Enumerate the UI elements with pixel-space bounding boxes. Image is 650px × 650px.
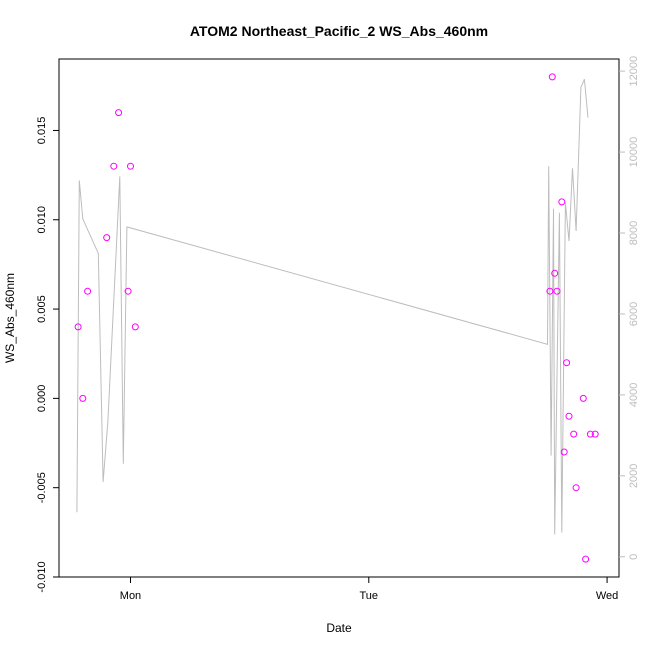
data-point [74,323,82,331]
line-series-layer [76,79,589,535]
data-point [546,287,554,295]
y-tick-label: -0.005 [36,472,48,503]
data-point [79,394,87,402]
data-point [560,448,568,456]
data-point [565,412,573,420]
chart-title: ATOM2 Northeast_Pacific_2 WS_Abs_460nm [190,23,488,39]
y2-tick-label: 10000 [628,137,640,168]
y2-tick-label: 2000 [628,464,640,488]
y-tick-label: -0.010 [36,561,48,592]
x-axis: Mon Tue Wed [120,577,618,602]
data-point [586,430,594,438]
x-tick-label: Tue [360,590,379,602]
y2-tick-label: 4000 [628,383,640,407]
data-point [563,359,571,367]
data-point [582,555,590,563]
data-point [124,287,132,295]
y-axis-label: WS_Abs_460nm [3,273,17,363]
data-point [558,198,566,206]
data-point [572,484,580,492]
data-point [591,430,599,438]
data-point [570,430,578,438]
data-point [579,394,587,402]
y2-tick-label: 0 [628,554,640,560]
y-tick-label: 0.015 [36,117,48,145]
y-tick-label: 0.010 [36,206,48,234]
y-axis: -0.010 -0.005 0.000 0.005 0.010 0.015 [36,117,59,593]
point-series-layer [74,73,599,563]
x-axis-label: Date [326,621,352,635]
plot-frame [58,58,620,578]
data-point [131,323,139,331]
y-tick-label: 0.000 [36,385,48,413]
series-line [76,79,589,535]
y2-tick-label: 8000 [628,221,640,245]
y2-tick-label: 12000 [628,56,640,87]
data-point [110,162,118,170]
x-tick-label: Mon [120,590,141,602]
data-point [551,269,559,277]
data-point [84,287,92,295]
y2-axis: 0 2000 4000 6000 8000 10000 12000 [619,56,640,560]
x-tick-label: Wed [596,590,618,602]
data-point [103,234,111,242]
data-point [127,162,134,170]
data-point [115,109,123,117]
data-point [553,287,561,295]
data-point [548,73,556,81]
y-tick-label: 0.005 [36,295,48,323]
y2-tick-label: 6000 [628,302,640,326]
